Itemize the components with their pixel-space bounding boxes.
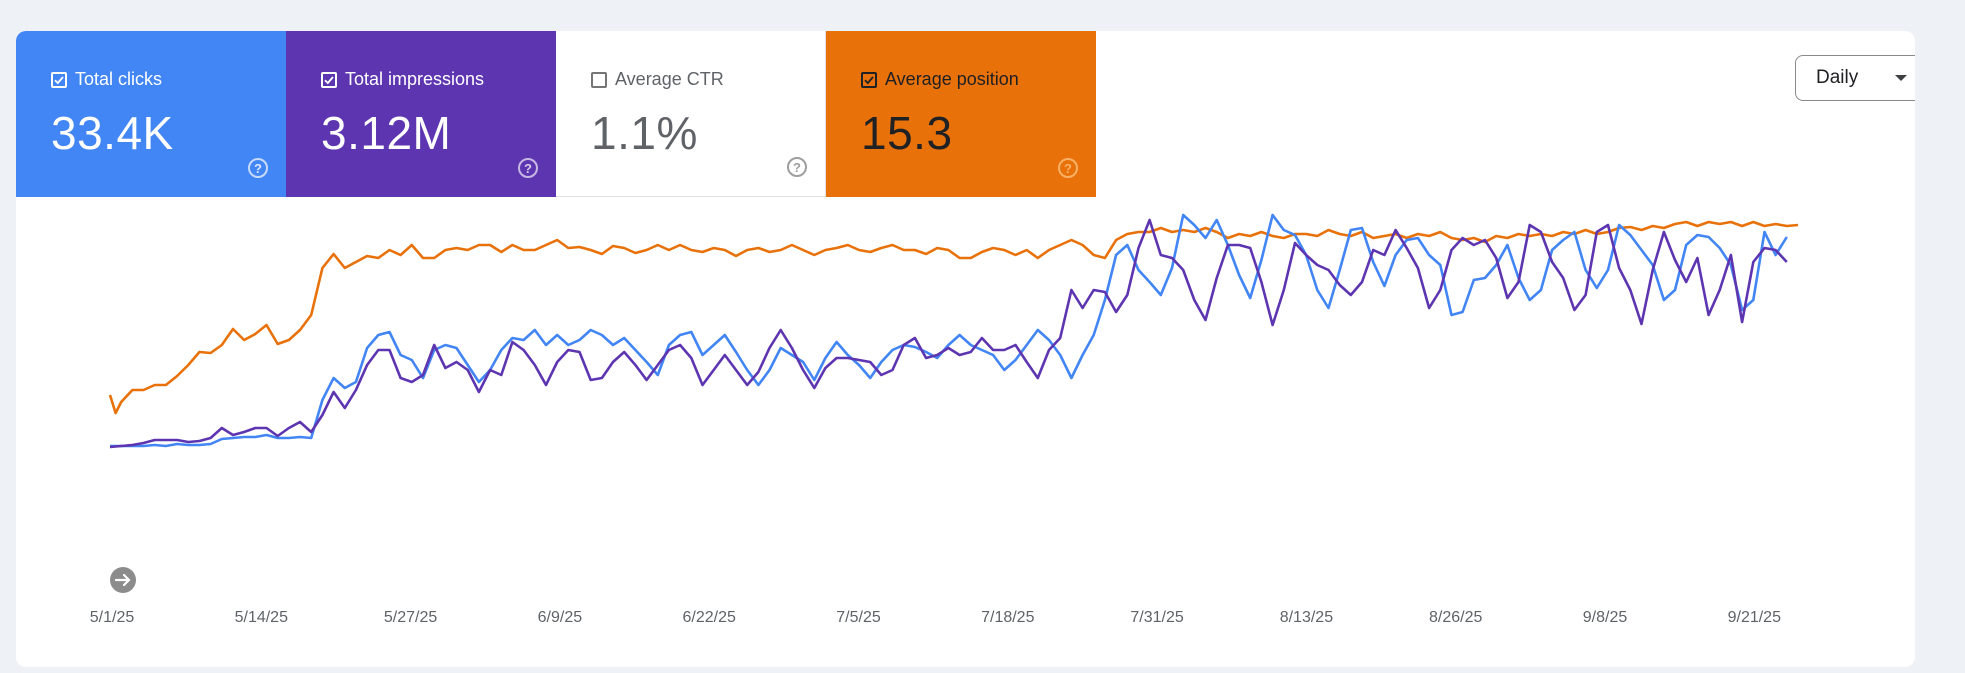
- metric-label: Total impressions: [345, 69, 485, 89]
- metric-value: 15.3: [861, 107, 953, 159]
- x-tick-label: 5/1/25: [90, 609, 135, 626]
- performance-chart: 5/1/25 5/14/25 5/27/25 6/9/25 6/22/25 7/5/25 7…: [90, 213, 1799, 626]
- series-line-average-position: [108, 220, 1799, 415]
- chart-series: [108, 213, 1799, 449]
- help-icon[interactable]: ?: [1058, 158, 1078, 178]
- metric-label: Average CTR: [615, 69, 724, 89]
- metric-label: Average position: [885, 69, 1019, 89]
- x-tick-label: 7/18/25: [981, 609, 1034, 626]
- x-tick-label: 7/5/25: [836, 609, 881, 626]
- metric-value: 3.12M: [321, 107, 452, 159]
- annotation-marker[interactable]: [110, 567, 136, 593]
- x-tick-label: 9/21/25: [1728, 609, 1781, 626]
- checkbox-checked-icon[interactable]: [321, 71, 337, 88]
- series-line-total-impressions: [109, 218, 1788, 449]
- x-tick-label: 5/27/25: [384, 609, 437, 626]
- performance-card: Total clicks 33.4K ? Total impressions 3…: [16, 31, 1915, 667]
- metric-tile-average-position[interactable]: Average position 15.3 ?: [826, 31, 1096, 197]
- series-line-total-clicks: [110, 213, 1788, 448]
- x-tick-label: 6/22/25: [683, 609, 736, 626]
- x-tick-label: 5/14/25: [235, 609, 288, 626]
- x-tick-label: 8/26/25: [1429, 609, 1482, 626]
- metric-value: 1.1%: [591, 107, 698, 159]
- help-icon[interactable]: ?: [518, 158, 538, 178]
- metric-value: 33.4K: [51, 107, 174, 159]
- checkbox-checked-icon[interactable]: [861, 71, 877, 88]
- help-icon[interactable]: ?: [787, 157, 807, 177]
- period-dropdown-label: Daily: [1816, 67, 1859, 88]
- x-axis-ticks: 5/1/25 5/14/25 5/27/25 6/9/25 6/22/25 7/5/25 7…: [90, 609, 1781, 626]
- metric-label: Total clicks: [75, 69, 163, 89]
- caret-down-icon: [1895, 75, 1907, 81]
- metric-tile-total-clicks[interactable]: Total clicks 33.4K ?: [16, 31, 286, 197]
- period-dropdown[interactable]: Daily: [1795, 55, 1915, 101]
- x-tick-label: 7/31/25: [1130, 609, 1183, 626]
- x-tick-label: 9/8/25: [1583, 609, 1628, 626]
- checkbox-checked-icon[interactable]: [51, 71, 67, 88]
- help-icon[interactable]: ?: [248, 158, 268, 178]
- x-tick-label: 6/9/25: [538, 609, 583, 626]
- metric-tile-total-impressions[interactable]: Total impressions 3.12M ?: [286, 31, 556, 197]
- checkbox-unchecked-icon[interactable]: [591, 71, 607, 88]
- x-tick-label: 8/13/25: [1280, 609, 1333, 626]
- metric-tiles: Total clicks 33.4K ? Total impressions 3…: [16, 31, 1096, 197]
- arrow-right-icon: [114, 573, 131, 587]
- metric-tile-average-ctr[interactable]: Average CTR 1.1% ?: [556, 31, 826, 197]
